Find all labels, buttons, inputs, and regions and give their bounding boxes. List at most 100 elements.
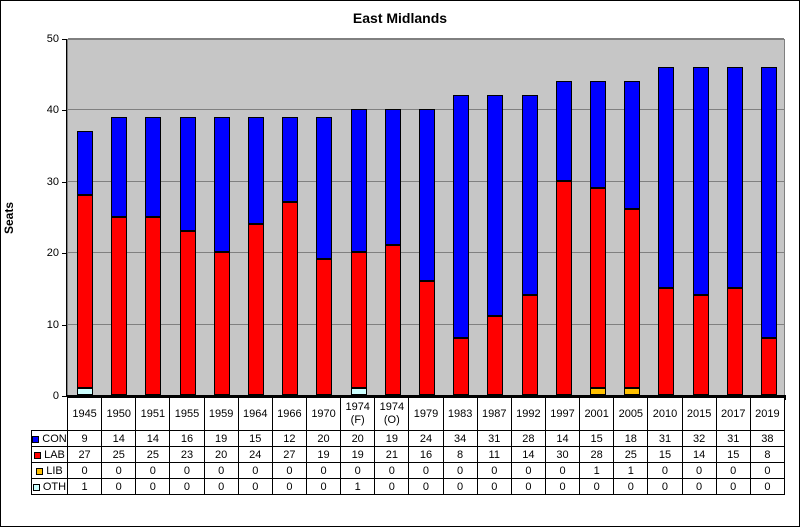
table-cell: 0: [271, 478, 307, 495]
table-cell: 8: [442, 446, 478, 463]
table-cell: 38: [749, 430, 786, 447]
year-header: 2017: [715, 397, 751, 431]
year-header: 1964: [237, 397, 273, 431]
table-cell: 0: [135, 478, 171, 495]
table-cell: 1: [340, 478, 376, 495]
bar-segment-lab-1974(O): [384, 245, 401, 395]
year-header: 1945: [66, 397, 103, 431]
bar-segment-con-2005: [624, 80, 641, 210]
legend-swatch-lab-icon: [34, 451, 42, 459]
table-cell: 0: [613, 478, 649, 495]
table-cell: 1: [579, 462, 615, 479]
bar-segment-lab-1974(F): [350, 252, 367, 388]
y-axis-line: [66, 39, 67, 396]
table-cell: 28: [579, 446, 615, 463]
y-tick-label: 10: [46, 318, 59, 331]
table-cell: 0: [203, 478, 239, 495]
bar-segment-lab-2017: [726, 287, 743, 395]
year-header: 1979: [408, 397, 444, 431]
table-cell: 8: [749, 446, 786, 463]
year-header: 1983: [442, 397, 478, 431]
bar-segment-lab-1959: [213, 252, 230, 395]
table-cell: 0: [203, 462, 239, 479]
bar-segment-lib-2001: [589, 387, 606, 395]
table-cell: 18: [613, 430, 649, 447]
table-cell: 0: [135, 462, 171, 479]
table-cell: 15: [237, 430, 273, 447]
table-cell: 0: [715, 478, 751, 495]
table-cell: 14: [510, 446, 546, 463]
bar-segment-con-1959: [213, 116, 230, 253]
table-cell: 0: [374, 462, 410, 479]
year-header: 1955: [169, 397, 205, 431]
bar-segment-con-1974(O): [384, 109, 401, 246]
table-cell: 0: [749, 462, 786, 479]
y-tick-label: 0: [52, 390, 59, 402]
table-cell: 19: [340, 446, 376, 463]
table-cell: 31: [715, 430, 751, 447]
table-cell: 16: [408, 446, 444, 463]
year-header: 1974 (F): [340, 397, 376, 431]
year-header: 1987: [476, 397, 512, 431]
table-cell: 0: [101, 478, 137, 495]
y-tick-mark: [62, 396, 67, 397]
year-header: 2019: [749, 397, 786, 431]
gridline: [68, 38, 784, 39]
y-axis-title: Seats: [2, 201, 16, 235]
table-cell: 21: [374, 446, 410, 463]
bar-segment-con-1966: [282, 116, 299, 203]
bar-segment-lab-1951: [145, 216, 162, 395]
y-tick-mark: [62, 39, 67, 40]
table-cell: 27: [271, 446, 307, 463]
table-cell: 1: [66, 478, 103, 495]
x-axis-line: [66, 395, 786, 397]
bar-segment-lab-1983: [453, 337, 470, 395]
table-row-oth: OTH 1 0 0 0 0 0 0 0 1 0 0 0 0 0 0 0 0 0 0 0 0: [31, 478, 786, 495]
table-cell: 34: [442, 430, 478, 447]
table-cell: 0: [442, 478, 478, 495]
bar-segment-lab-1945: [77, 195, 94, 388]
y-tick-mark: [62, 110, 67, 112]
legend-label-oth: OTH: [31, 478, 68, 495]
table-cell: 19: [203, 430, 239, 447]
table-cell: 25: [613, 446, 649, 463]
legend-label-lab: LAB: [31, 446, 68, 463]
table-cell: 16: [169, 430, 205, 447]
y-tick-label: 30: [46, 175, 59, 188]
table-cell: 14: [135, 430, 171, 447]
table-cell: 24: [237, 446, 273, 463]
year-header: 2001: [579, 397, 615, 431]
legend-swatch-lib-icon: [36, 467, 44, 475]
year-header: 1974 (O): [374, 397, 410, 431]
table-cell: 0: [681, 478, 717, 495]
table-cell: 9: [66, 430, 103, 447]
chart-title: East Midlands: [352, 10, 448, 26]
table-cell: 0: [749, 478, 786, 495]
bar-segment-oth-1945: [77, 387, 94, 395]
bar-segment-lab-1970: [316, 259, 333, 395]
table-cell: 0: [408, 462, 444, 479]
table-cell: 0: [510, 478, 546, 495]
bar-segment-con-1945: [77, 130, 94, 196]
table-cell: 30: [544, 446, 581, 463]
year-header: 2010: [647, 397, 683, 431]
bar-segment-lab-2001: [589, 187, 606, 388]
table-cell: 25: [101, 446, 137, 463]
table-cell: 0: [476, 462, 512, 479]
bar-segment-con-2015: [692, 66, 709, 296]
y-tick-label: 50: [46, 33, 59, 45]
table-cell: 0: [305, 462, 342, 479]
bar-segment-con-1983: [453, 95, 470, 338]
table-cell: 20: [203, 446, 239, 463]
table-cell: 0: [510, 462, 546, 479]
x-tick-mark: [785, 397, 786, 400]
table-cell: 15: [647, 446, 683, 463]
bar-segment-con-1950: [111, 116, 128, 217]
table-cell: 0: [169, 462, 205, 479]
bar-segment-lab-2005: [624, 209, 641, 388]
table-cell: 25: [135, 446, 171, 463]
data-table: 1945 1950 1951 1955 1959 1964 1966 1970 1974 (F)…: [31, 397, 786, 495]
table-cell: 14: [101, 430, 137, 447]
bar-segment-lab-1992: [521, 295, 538, 395]
